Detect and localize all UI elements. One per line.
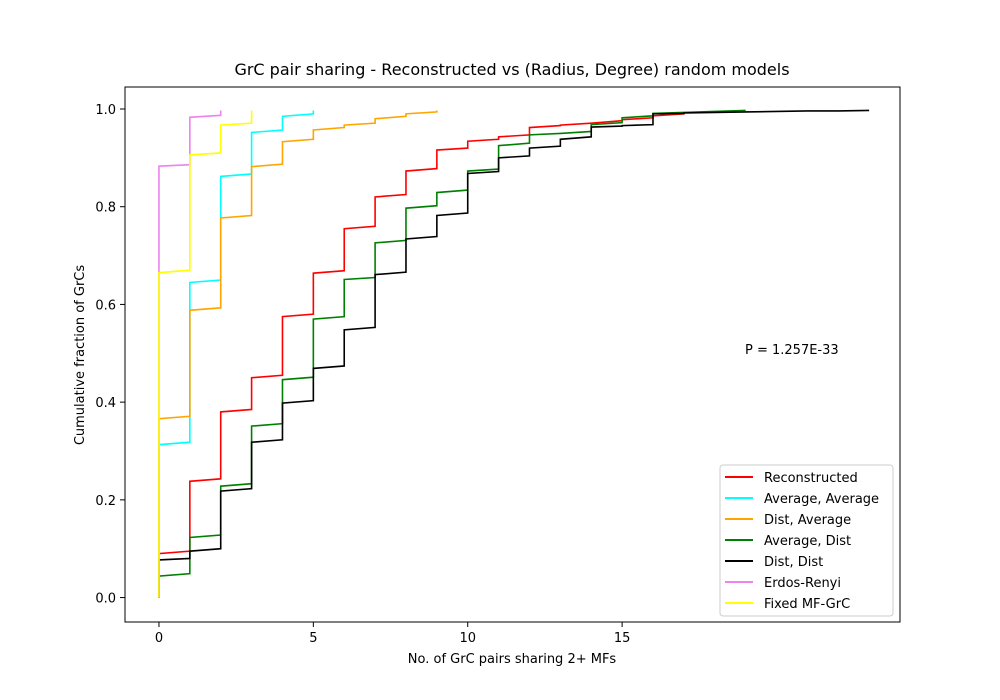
series-line-dist-average: [158, 110, 438, 598]
legend-label: Dist, Dist: [764, 555, 823, 570]
x-tick-label: 15: [614, 631, 631, 646]
legend-label: Average, Dist: [764, 534, 851, 549]
legend-label: Dist, Average: [764, 513, 851, 528]
series-line-average-dist: [158, 109, 746, 598]
p-value-annotation: P = 1.257E-33: [745, 343, 839, 358]
chart-title: GrC pair sharing - Reconstructed vs (Rad…: [234, 60, 789, 79]
plot-frame: [124, 86, 901, 623]
x-tick-label: 0: [155, 631, 163, 646]
legend-label: Erdos-Renyi: [764, 576, 841, 591]
y-tick-label: 0.2: [95, 494, 116, 509]
x-tick-label: 5: [309, 631, 317, 646]
y-tick-label: 1.0: [95, 103, 116, 118]
legend: Reconstructed Average, Average Dist, Avera…: [719, 464, 894, 617]
y-tick-label: 0.6: [95, 298, 116, 313]
y-tick-label: 0.0: [95, 592, 116, 607]
series-line-dist-dist: [158, 109, 870, 598]
legend-box: [719, 464, 894, 617]
legend-label: Reconstructed: [764, 471, 858, 486]
y-axis-label: Cumulative fraction of GrCs: [73, 265, 88, 446]
x-axis-label: No. of GrC pairs sharing 2+ MFs: [408, 652, 617, 667]
legend-label: Average, Average: [764, 492, 879, 507]
y-tick-label: 0.8: [95, 201, 116, 216]
legend-label: Fixed MF-GrC: [764, 597, 850, 612]
plot-area: [158, 109, 870, 598]
series-line-fixed-mf-grc: [158, 110, 253, 598]
series-line-erdos-renyi: [158, 110, 222, 598]
series-line-reconstructed: [158, 112, 685, 598]
axis-ticks: 0 5 10 15 0.0 0.2 0.4 0.6 0.8 1.0: [95, 103, 630, 646]
y-tick-label: 0.4: [95, 396, 116, 411]
x-tick-label: 10: [459, 631, 476, 646]
